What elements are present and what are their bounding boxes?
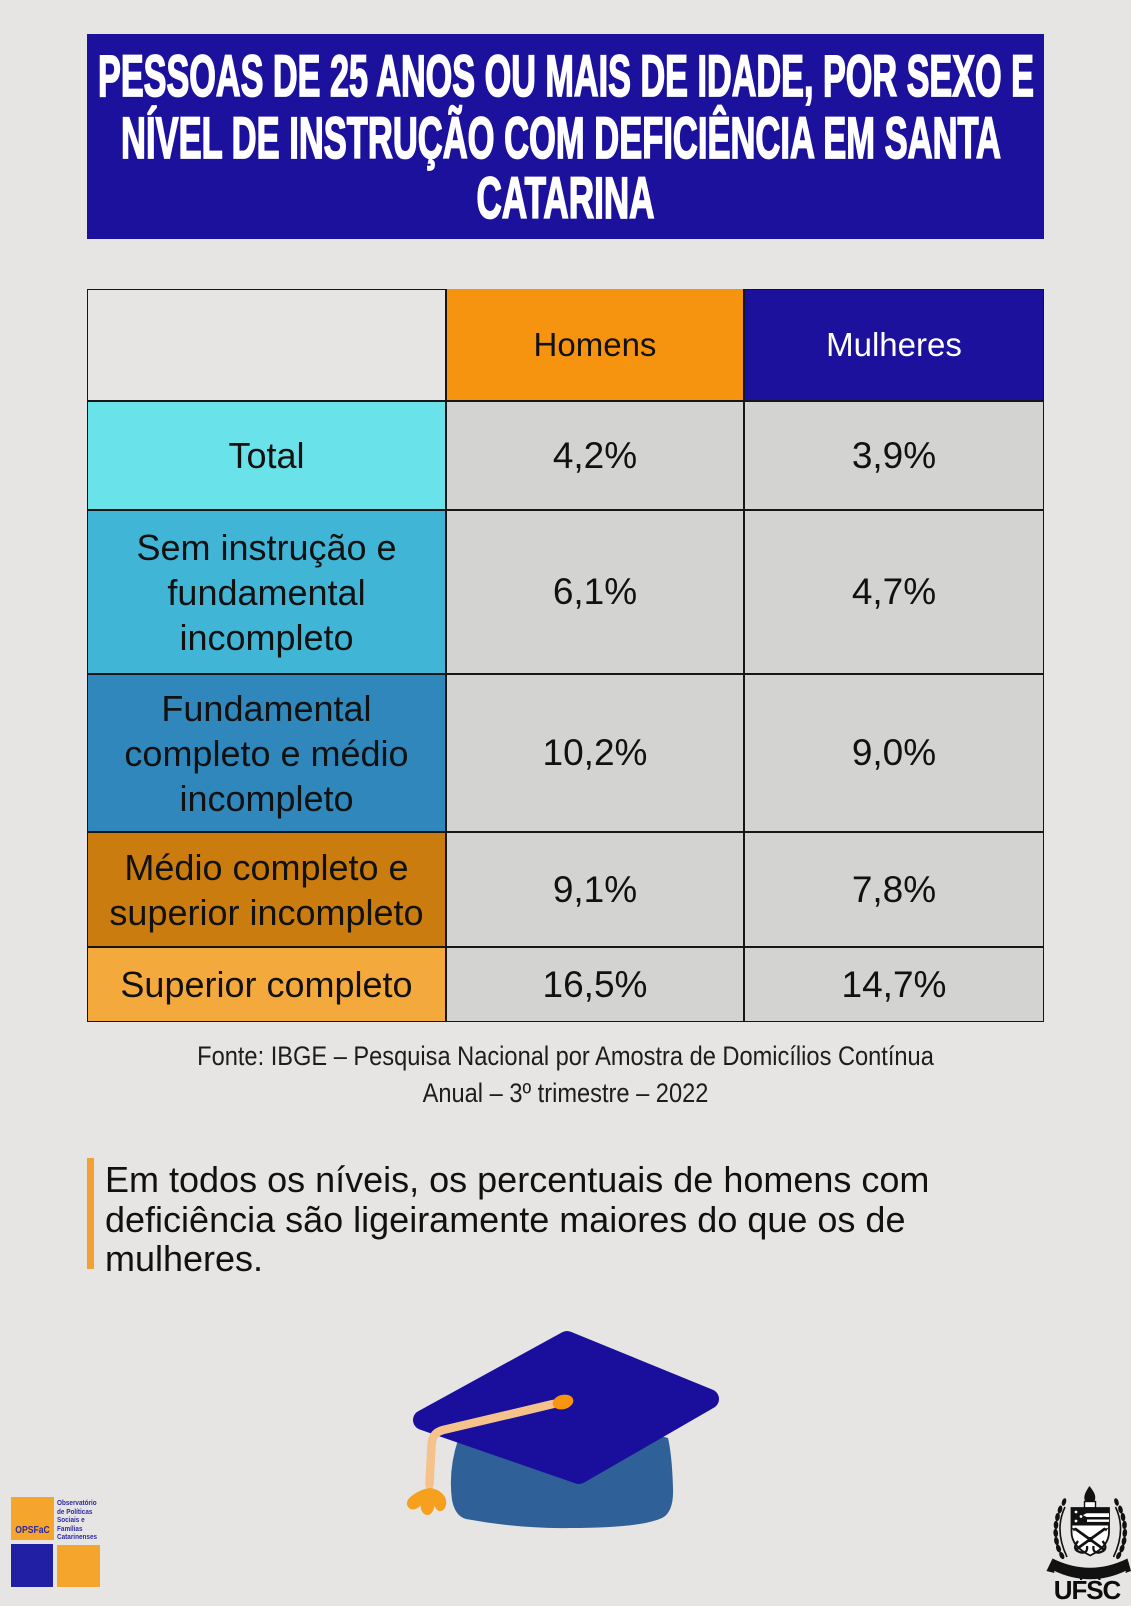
svg-text:NÍVEL DE INSTRUÇÃO COM DEFICIÊ: NÍVEL DE INSTRUÇÃO COM DEFICIÊNCIA EM SA… <box>121 106 1001 171</box>
svg-text:PESSOAS DE 25 ANOS OU MAIS DE: PESSOAS DE 25 ANOS OU MAIS DE IDADE, POR… <box>98 44 1034 109</box>
svg-text:CATARINA: CATARINA <box>477 166 655 231</box>
